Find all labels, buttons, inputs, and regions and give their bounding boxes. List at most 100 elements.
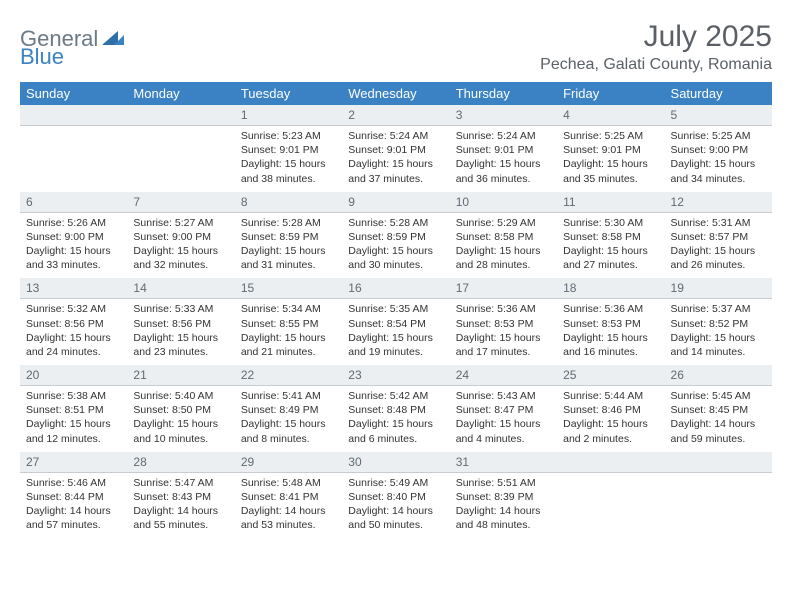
daylight2-text: and 6 minutes. <box>348 432 443 446</box>
day-number-cell: 24 <box>450 365 557 386</box>
daylight1-text: Daylight: 15 hours <box>671 157 766 171</box>
daylight1-text: Daylight: 15 hours <box>671 331 766 345</box>
daylight2-text: and 4 minutes. <box>456 432 551 446</box>
day-data-cell: Sunrise: 5:41 AMSunset: 8:49 PMDaylight:… <box>235 386 342 452</box>
sunset-text: Sunset: 8:45 PM <box>671 403 766 417</box>
day-header: Wednesday <box>342 82 449 105</box>
day-data-cell: Sunrise: 5:42 AMSunset: 8:48 PMDaylight:… <box>342 386 449 452</box>
sunset-text: Sunset: 8:53 PM <box>456 317 551 331</box>
day-number-cell: 6 <box>20 192 127 213</box>
day-header: Thursday <box>450 82 557 105</box>
daylight1-text: Daylight: 15 hours <box>348 331 443 345</box>
sunset-text: Sunset: 9:01 PM <box>241 143 336 157</box>
daylight2-text: and 59 minutes. <box>671 432 766 446</box>
sunrise-text: Sunrise: 5:49 AM <box>348 476 443 490</box>
sunset-text: Sunset: 8:59 PM <box>241 230 336 244</box>
day-data-cell: Sunrise: 5:31 AMSunset: 8:57 PMDaylight:… <box>665 212 772 278</box>
day-data-cell: Sunrise: 5:28 AMSunset: 8:59 PMDaylight:… <box>235 212 342 278</box>
sunset-text: Sunset: 9:00 PM <box>671 143 766 157</box>
daylight1-text: Daylight: 14 hours <box>671 417 766 431</box>
day-data-cell: Sunrise: 5:45 AMSunset: 8:45 PMDaylight:… <box>665 386 772 452</box>
sunrise-text: Sunrise: 5:28 AM <box>348 216 443 230</box>
daylight1-text: Daylight: 15 hours <box>563 244 658 258</box>
sunrise-text: Sunrise: 5:24 AM <box>348 129 443 143</box>
sunset-text: Sunset: 9:00 PM <box>133 230 228 244</box>
day-number-cell: 18 <box>557 278 664 299</box>
daylight1-text: Daylight: 15 hours <box>456 244 551 258</box>
day-number-cell: 25 <box>557 365 664 386</box>
day-data-cell: Sunrise: 5:36 AMSunset: 8:53 PMDaylight:… <box>557 299 664 365</box>
day-number-cell: 1 <box>235 105 342 126</box>
day-number-cell <box>20 105 127 126</box>
month-title: July 2025 <box>540 20 772 54</box>
day-number-cell: 13 <box>20 278 127 299</box>
daylight2-text: and 17 minutes. <box>456 345 551 359</box>
day-number-cell: 31 <box>450 452 557 473</box>
day-header: Monday <box>127 82 234 105</box>
sunset-text: Sunset: 9:01 PM <box>348 143 443 157</box>
daylight2-text: and 53 minutes. <box>241 518 336 532</box>
sunrise-text: Sunrise: 5:40 AM <box>133 389 228 403</box>
sunrise-text: Sunrise: 5:51 AM <box>456 476 551 490</box>
day-number-cell: 28 <box>127 452 234 473</box>
sunset-text: Sunset: 8:43 PM <box>133 490 228 504</box>
day-number-cell: 30 <box>342 452 449 473</box>
sunrise-text: Sunrise: 5:44 AM <box>563 389 658 403</box>
sunrise-text: Sunrise: 5:34 AM <box>241 302 336 316</box>
day-data-cell: Sunrise: 5:49 AMSunset: 8:40 PMDaylight:… <box>342 472 449 538</box>
sunset-text: Sunset: 8:48 PM <box>348 403 443 417</box>
daylight1-text: Daylight: 15 hours <box>133 244 228 258</box>
week-number-row: 6789101112 <box>20 192 772 213</box>
day-data-cell: Sunrise: 5:38 AMSunset: 8:51 PMDaylight:… <box>20 386 127 452</box>
day-data-cell: Sunrise: 5:34 AMSunset: 8:55 PMDaylight:… <box>235 299 342 365</box>
location: Pechea, Galati County, Romania <box>540 56 772 74</box>
day-data-cell: Sunrise: 5:23 AMSunset: 9:01 PMDaylight:… <box>235 126 342 192</box>
sunset-text: Sunset: 8:40 PM <box>348 490 443 504</box>
day-number-cell: 22 <box>235 365 342 386</box>
day-number-cell: 10 <box>450 192 557 213</box>
week-data-row: Sunrise: 5:32 AMSunset: 8:56 PMDaylight:… <box>20 299 772 365</box>
day-number-cell <box>665 452 772 473</box>
daylight1-text: Daylight: 15 hours <box>133 417 228 431</box>
day-number-cell: 26 <box>665 365 772 386</box>
sunrise-text: Sunrise: 5:46 AM <box>26 476 121 490</box>
daylight2-text: and 2 minutes. <box>563 432 658 446</box>
day-number-cell: 17 <box>450 278 557 299</box>
daylight2-text: and 30 minutes. <box>348 258 443 272</box>
sunrise-text: Sunrise: 5:33 AM <box>133 302 228 316</box>
sunset-text: Sunset: 8:41 PM <box>241 490 336 504</box>
daylight1-text: Daylight: 15 hours <box>563 157 658 171</box>
daylight1-text: Daylight: 15 hours <box>241 244 336 258</box>
sunset-text: Sunset: 8:46 PM <box>563 403 658 417</box>
week-data-row: Sunrise: 5:46 AMSunset: 8:44 PMDaylight:… <box>20 472 772 538</box>
day-header: Tuesday <box>235 82 342 105</box>
daylight1-text: Daylight: 15 hours <box>26 331 121 345</box>
day-data-cell: Sunrise: 5:30 AMSunset: 8:58 PMDaylight:… <box>557 212 664 278</box>
sunset-text: Sunset: 9:01 PM <box>456 143 551 157</box>
daylight2-text: and 55 minutes. <box>133 518 228 532</box>
daylight2-text: and 37 minutes. <box>348 172 443 186</box>
day-data-cell: Sunrise: 5:35 AMSunset: 8:54 PMDaylight:… <box>342 299 449 365</box>
sunrise-text: Sunrise: 5:25 AM <box>563 129 658 143</box>
daylight1-text: Daylight: 15 hours <box>671 244 766 258</box>
daylight2-text: and 24 minutes. <box>26 345 121 359</box>
day-data-cell: Sunrise: 5:33 AMSunset: 8:56 PMDaylight:… <box>127 299 234 365</box>
day-data-cell: Sunrise: 5:24 AMSunset: 9:01 PMDaylight:… <box>342 126 449 192</box>
day-number-cell: 15 <box>235 278 342 299</box>
daylight2-text: and 31 minutes. <box>241 258 336 272</box>
sunset-text: Sunset: 8:47 PM <box>456 403 551 417</box>
daylight2-text: and 33 minutes. <box>26 258 121 272</box>
sunset-text: Sunset: 8:52 PM <box>671 317 766 331</box>
week-data-row: Sunrise: 5:23 AMSunset: 9:01 PMDaylight:… <box>20 126 772 192</box>
daylight1-text: Daylight: 14 hours <box>241 504 336 518</box>
day-number-cell: 9 <box>342 192 449 213</box>
week-number-row: 12345 <box>20 105 772 126</box>
daylight2-text: and 12 minutes. <box>26 432 121 446</box>
day-number-cell: 14 <box>127 278 234 299</box>
sunrise-text: Sunrise: 5:47 AM <box>133 476 228 490</box>
day-header: Saturday <box>665 82 772 105</box>
day-data-cell: Sunrise: 5:24 AMSunset: 9:01 PMDaylight:… <box>450 126 557 192</box>
day-data-cell: Sunrise: 5:36 AMSunset: 8:53 PMDaylight:… <box>450 299 557 365</box>
sunrise-text: Sunrise: 5:24 AM <box>456 129 551 143</box>
day-number-cell: 11 <box>557 192 664 213</box>
